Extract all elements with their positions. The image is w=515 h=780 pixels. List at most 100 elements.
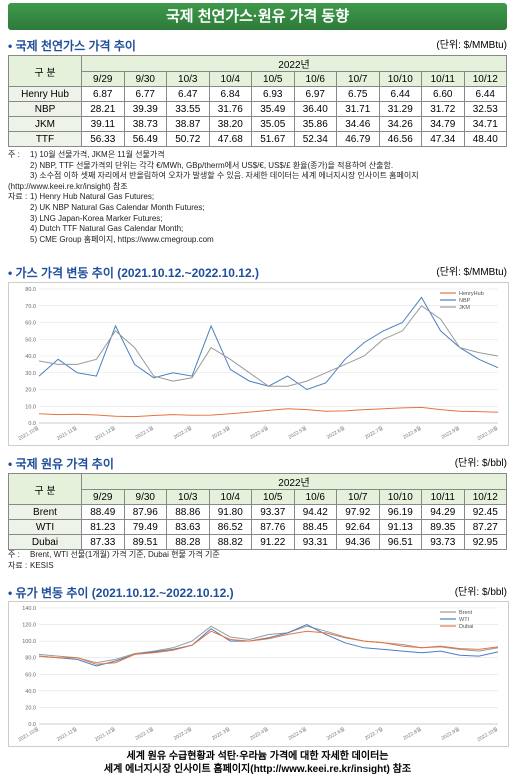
cell: 31.72 xyxy=(421,101,465,117)
date-header: 10/5 xyxy=(251,489,295,505)
series-line xyxy=(38,305,499,387)
cell: 87.27 xyxy=(463,519,507,535)
cell: 88.86 xyxy=(166,504,210,520)
y-tick-label: 60.0 xyxy=(25,672,36,678)
y-tick-label: 20.0 xyxy=(25,705,36,711)
cell: 32.53 xyxy=(463,101,507,117)
cell: 39.39 xyxy=(123,101,167,117)
cell: 87.96 xyxy=(123,504,167,520)
legend-label: Dubai xyxy=(459,624,473,630)
cell: 86.52 xyxy=(208,519,252,535)
date-header: 10/12 xyxy=(463,489,507,505)
row-label: JKM xyxy=(8,116,82,132)
year-header: 2022년 xyxy=(81,473,507,490)
note-line: 5) CME Group 홈페이지, https://www.cmegroup.… xyxy=(8,235,507,246)
cell: 47.68 xyxy=(208,131,252,147)
data-row: TTF 56.33 56.49 50.72 47.68 51.67 52.34 46.79 46… xyxy=(8,131,507,147)
section-heading: • 국제 천연가스 가격 추이 (단위: $/MMBtu) xyxy=(8,39,507,53)
note-label: 주 : xyxy=(8,550,20,559)
y-tick-label: 120.0 xyxy=(22,623,36,629)
cell: 39.11 xyxy=(81,116,125,132)
cell: 34.79 xyxy=(421,116,465,132)
y-tick-label: 10.0 xyxy=(25,404,36,410)
date-header: 10/6 xyxy=(293,71,337,87)
cell: 91.22 xyxy=(251,534,295,550)
data-row: WTI 81.23 79.49 83.63 86.52 87.76 88.45 92.64 91… xyxy=(8,519,507,535)
note-text: 3) 소수점 이하 셋째 자리에서 반올림하여 오차가 발생할 수 있음. 자세… xyxy=(8,171,419,191)
cell: 34.46 xyxy=(336,116,380,132)
note-text: 2) NBP, TTF 선물가격의 단위는 각각 €/MWh, GBp/ther… xyxy=(30,160,394,170)
cell: 31.76 xyxy=(208,101,252,117)
date-header: 10/6 xyxy=(293,489,337,505)
x-tick-label: 2022.3월 xyxy=(211,725,232,741)
note-line: 4) Dutch TTF Natural Gas Calendar Month; xyxy=(8,224,507,235)
x-tick-label: 2022.10월 xyxy=(476,424,499,442)
date-header: 10/7 xyxy=(336,489,380,505)
cell: 52.34 xyxy=(293,131,337,147)
oil-table: 구 분 2022년 9/29 9/30 10/3 10/4 10/5 10/6 10/7 10/1… xyxy=(8,473,507,550)
cell: 93.73 xyxy=(421,534,465,550)
y-tick-label: 80.0 xyxy=(25,656,36,662)
x-tick-label: 2022.9월 xyxy=(440,424,461,440)
cell: 6.87 xyxy=(81,86,125,102)
note-line: 3) 소수점 이하 셋째 자리에서 반올림하여 오차가 발생할 수 있음. 자세… xyxy=(8,171,507,192)
cell: 51.67 xyxy=(251,131,295,147)
cell: 88.45 xyxy=(293,519,337,535)
section-title: 유가 변동 추이 (2021.10.12.~2022.10.12.) xyxy=(15,586,234,600)
section-title: 가스 가격 변동 추이 (2021.10.12.~2022.10.12.) xyxy=(15,266,259,280)
cell: 6.75 xyxy=(336,86,380,102)
x-tick-label: 2022.6월 xyxy=(325,424,346,440)
note-label: 자료 : xyxy=(8,192,28,202)
header-row: 9/29 9/30 10/3 10/4 10/5 10/6 10/7 10/10 10/11 10… xyxy=(9,71,507,87)
cell: 92.45 xyxy=(463,504,507,520)
cell: 6.97 xyxy=(293,86,337,102)
data-row: NBP 28.21 39.39 33.55 31.76 35.49 36.40 31.71 31… xyxy=(8,101,507,117)
y-tick-label: 100.0 xyxy=(22,639,36,645)
legend-label: Brent xyxy=(459,610,473,616)
x-tick-label: 2021.10월 xyxy=(17,424,40,442)
x-tick-label: 2022.5월 xyxy=(287,424,308,440)
note-text: 2) UK NBP Natural Gas Calendar Month Fut… xyxy=(30,202,205,212)
legend-label: HenryHub xyxy=(459,291,484,297)
note-text: 3) LNG Japan-Korea Marker Futures; xyxy=(30,213,163,223)
date-header: 10/12 xyxy=(463,71,507,87)
legend-label: NBP xyxy=(459,298,471,304)
y-tick-label: 40.0 xyxy=(25,354,36,360)
cell: 6.60 xyxy=(421,86,465,102)
data-row: Dubai 87.33 89.51 88.28 88.82 91.22 93.31 94.36… xyxy=(8,534,507,550)
y-tick-label: 30.0 xyxy=(25,371,36,377)
date-header: 9/30 xyxy=(123,71,167,87)
cell: 79.49 xyxy=(123,519,167,535)
cell: 96.51 xyxy=(378,534,422,550)
cell: 46.56 xyxy=(378,131,422,147)
row-label: Henry Hub xyxy=(8,86,82,102)
footer: 세계 원유 수급현황과 석탄·우라늄 가격에 대한 자세한 데이터는 세계 에너지… xyxy=(8,750,507,776)
x-tick-label: 2022.9월 xyxy=(440,725,461,741)
date-header: 10/3 xyxy=(166,71,210,87)
x-tick-label: 2022.2월 xyxy=(172,725,193,741)
data-row: Brent 88.49 87.96 88.86 91.80 93.37 94.42 97.92… xyxy=(8,504,507,520)
footer-line: 세계 에너지시장 인사이트 홈페이지(http://www.keei.re.kr… xyxy=(103,764,412,775)
date-header: 10/11 xyxy=(421,489,465,505)
series-line xyxy=(38,406,499,418)
cell: 38.20 xyxy=(208,116,252,132)
section-heading: • 가스 가격 변동 추이 (2021.10.12.~2022.10.12.)(… xyxy=(8,266,507,280)
cell: 38.73 xyxy=(123,116,167,132)
x-tick-label: 2022.1월 xyxy=(134,424,155,440)
cell: 36.40 xyxy=(293,101,337,117)
cell: 28.21 xyxy=(81,101,125,117)
date-header: 10/4 xyxy=(208,71,252,87)
gas-table: 구 분 2022년 9/29 9/30 10/3 10/4 10/5 10/6 10/7 10/1… xyxy=(8,55,507,147)
data-row: Henry Hub 6.87 6.77 6.47 6.84 6.93 6.97 6.75 6.4… xyxy=(8,86,507,102)
note-label: 자료 : xyxy=(8,560,28,570)
notes: 주 : 1) 10월 선물가격, JKM은 11월 선물가격 2) NBP, TTF… xyxy=(8,150,507,245)
cell: 91.80 xyxy=(208,504,252,520)
data-row: JKM 39.11 38.73 38.87 38.20 35.05 35.86 34.46 34… xyxy=(8,116,507,132)
section-title: 국제 천연가스 가격 추이 xyxy=(15,39,136,53)
unit-label: (단위: $/bbl) xyxy=(454,587,507,598)
x-tick-label: 2021.11월 xyxy=(55,725,78,742)
cell: 6.44 xyxy=(463,86,507,102)
y-tick-label: 140.0 xyxy=(22,606,36,612)
x-tick-label: 2022.10월 xyxy=(476,725,499,743)
x-tick-label: 2022.4월 xyxy=(249,725,270,741)
